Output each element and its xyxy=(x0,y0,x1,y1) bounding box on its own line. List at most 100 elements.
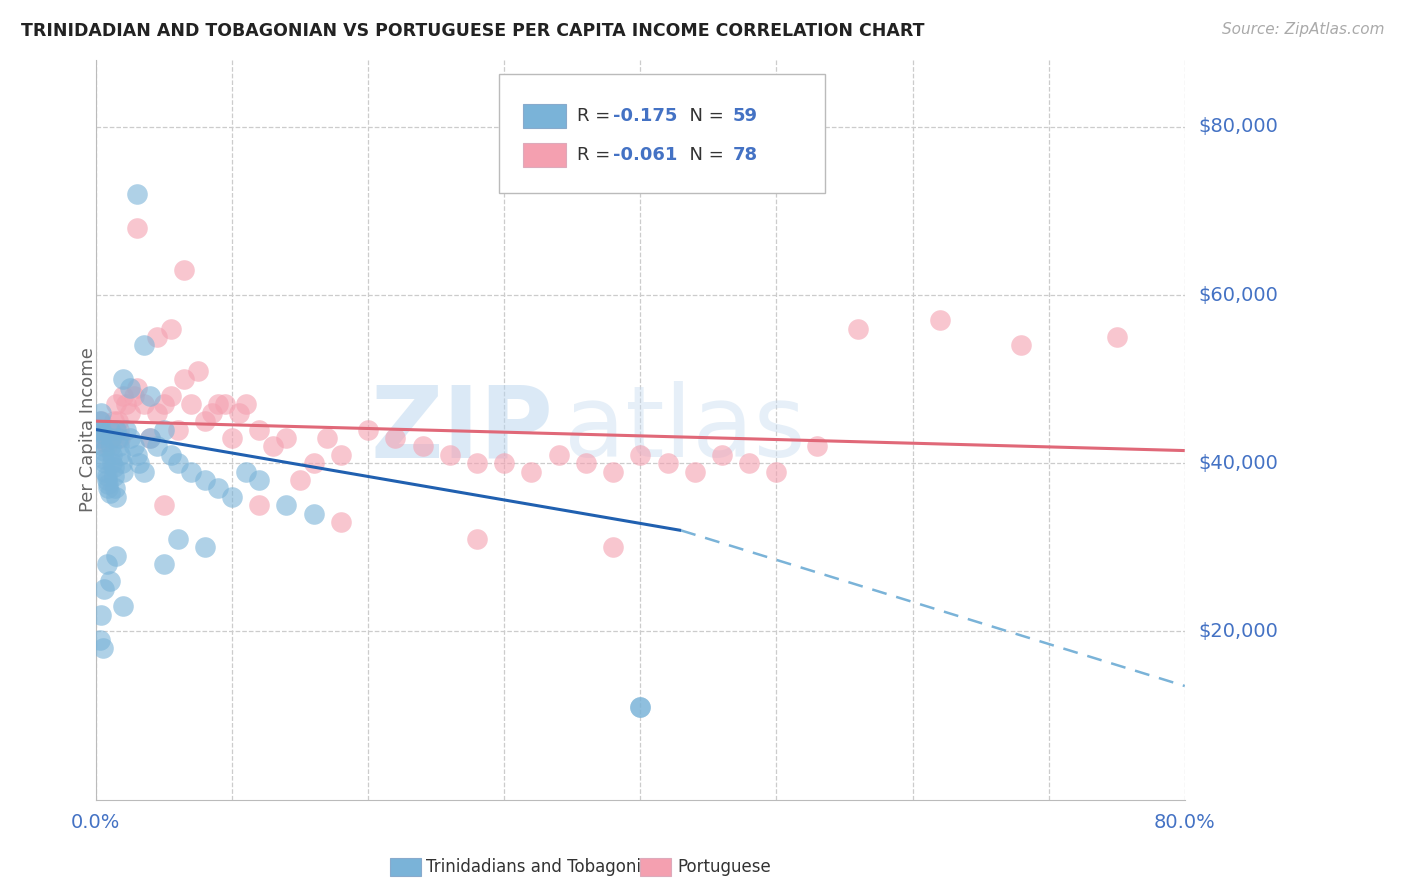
Point xyxy=(112,599,135,614)
Text: ZIP: ZIP xyxy=(370,381,553,478)
Text: $60,000: $60,000 xyxy=(1199,285,1278,304)
Point xyxy=(90,414,112,428)
Point xyxy=(89,414,111,428)
Point xyxy=(575,456,598,470)
Point xyxy=(94,456,117,470)
Point xyxy=(89,423,111,437)
Point xyxy=(139,431,162,445)
Point xyxy=(207,482,229,496)
Point xyxy=(101,431,124,445)
Text: atlas: atlas xyxy=(564,381,806,478)
Point xyxy=(228,406,250,420)
Text: $20,000: $20,000 xyxy=(1199,622,1278,640)
Point xyxy=(93,452,115,467)
Point xyxy=(111,456,134,470)
Point xyxy=(214,397,236,411)
Point xyxy=(628,448,651,462)
Text: Trinidadians and Tobagonians: Trinidadians and Tobagonians xyxy=(426,858,671,876)
Point xyxy=(118,406,141,420)
Point xyxy=(194,414,217,428)
Point xyxy=(132,397,155,411)
Point xyxy=(103,468,125,483)
Point xyxy=(125,380,148,394)
Point xyxy=(122,389,145,403)
Point xyxy=(104,423,127,437)
Point xyxy=(247,473,270,487)
Point xyxy=(98,423,121,437)
Point xyxy=(91,641,114,656)
Point xyxy=(146,330,169,344)
Point xyxy=(159,389,181,403)
Point xyxy=(153,498,176,512)
Point xyxy=(146,439,169,453)
Point xyxy=(90,607,112,622)
Point xyxy=(93,582,115,597)
Point xyxy=(101,456,124,470)
Text: Portuguese: Portuguese xyxy=(676,858,770,876)
Point xyxy=(384,431,406,445)
Bar xyxy=(523,144,567,167)
Point xyxy=(90,423,112,437)
Point xyxy=(94,465,117,479)
Text: 0.0%: 0.0% xyxy=(72,814,121,832)
Point xyxy=(96,439,118,453)
Point xyxy=(547,448,569,462)
Point xyxy=(108,423,131,437)
Point xyxy=(180,397,202,411)
Point xyxy=(221,431,243,445)
Point xyxy=(683,465,706,479)
Point xyxy=(108,439,131,453)
Text: N =: N = xyxy=(679,146,730,164)
Point xyxy=(112,372,135,386)
Point xyxy=(520,465,543,479)
Point xyxy=(180,465,202,479)
Point xyxy=(146,406,169,420)
Point xyxy=(104,482,127,496)
Point xyxy=(139,389,162,403)
Point xyxy=(100,431,122,445)
Point xyxy=(98,574,121,588)
Bar xyxy=(523,104,567,128)
Point xyxy=(98,485,121,500)
Point xyxy=(187,364,209,378)
Point xyxy=(247,498,270,512)
Point xyxy=(194,541,217,555)
Point xyxy=(94,435,117,450)
Point xyxy=(276,498,298,512)
Point xyxy=(101,448,124,462)
Point xyxy=(93,443,115,458)
Point xyxy=(302,507,325,521)
Point xyxy=(628,700,651,714)
Point xyxy=(110,431,132,445)
Text: N =: N = xyxy=(679,107,730,125)
Point xyxy=(262,439,284,453)
Text: $80,000: $80,000 xyxy=(1199,118,1278,136)
Point xyxy=(89,632,111,647)
Point xyxy=(412,439,434,453)
Point xyxy=(118,380,141,394)
Point xyxy=(100,426,122,441)
Text: Source: ZipAtlas.com: Source: ZipAtlas.com xyxy=(1222,22,1385,37)
Point xyxy=(602,541,624,555)
Point xyxy=(166,423,188,437)
Point xyxy=(602,465,624,479)
Text: 80.0%: 80.0% xyxy=(1154,814,1216,832)
Point xyxy=(115,397,138,411)
Point xyxy=(112,465,135,479)
Point xyxy=(132,465,155,479)
Point xyxy=(276,431,298,445)
Y-axis label: Per Capita Income: Per Capita Income xyxy=(79,347,97,512)
Point xyxy=(173,262,195,277)
Point xyxy=(90,406,112,420)
Point xyxy=(118,431,141,445)
Point xyxy=(806,439,828,453)
Point xyxy=(98,423,121,437)
Point xyxy=(87,423,110,437)
Point xyxy=(159,448,181,462)
Point xyxy=(235,397,257,411)
Point xyxy=(159,321,181,335)
Point xyxy=(100,439,122,453)
Point xyxy=(93,431,115,445)
Text: 78: 78 xyxy=(733,146,758,164)
Point xyxy=(89,431,111,445)
